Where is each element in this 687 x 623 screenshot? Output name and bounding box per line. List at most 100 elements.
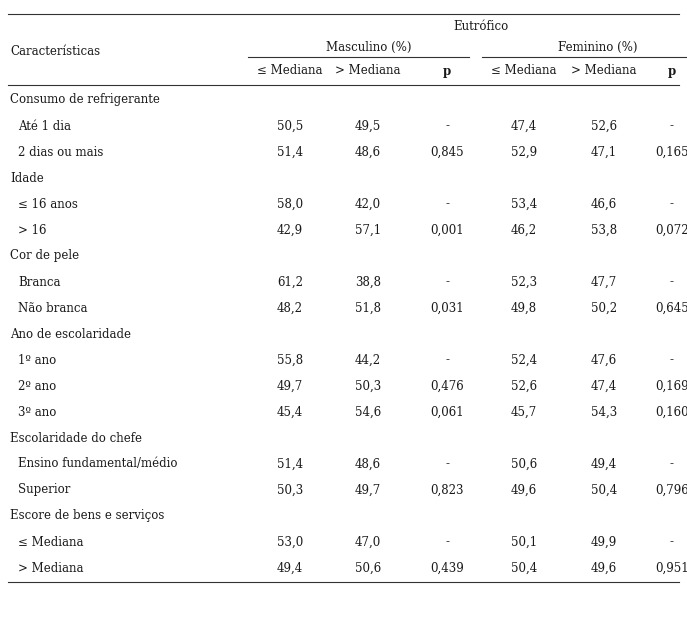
Text: -: - <box>670 275 674 288</box>
Text: 47,0: 47,0 <box>355 536 381 548</box>
Text: -: - <box>445 275 449 288</box>
Text: -: - <box>670 536 674 548</box>
Text: 49,8: 49,8 <box>511 302 537 315</box>
Text: > 16: > 16 <box>18 224 47 237</box>
Text: 0,165: 0,165 <box>655 146 687 158</box>
Text: Ensino fundamental/médio: Ensino fundamental/médio <box>18 457 177 470</box>
Text: 0,845: 0,845 <box>430 146 464 158</box>
Text: 53,4: 53,4 <box>511 197 537 211</box>
Text: Branca: Branca <box>18 275 60 288</box>
Text: 54,3: 54,3 <box>591 406 617 419</box>
Text: 1º ano: 1º ano <box>18 353 56 366</box>
Text: 51,4: 51,4 <box>277 457 303 470</box>
Text: -: - <box>445 197 449 211</box>
Text: Ano de escolaridade: Ano de escolaridade <box>10 328 131 341</box>
Text: 50,4: 50,4 <box>511 561 537 574</box>
Text: 49,7: 49,7 <box>277 379 303 392</box>
Text: 38,8: 38,8 <box>355 275 381 288</box>
Text: ≤ Mediana: ≤ Mediana <box>18 536 84 548</box>
Text: 47,4: 47,4 <box>591 379 617 392</box>
Text: 50,3: 50,3 <box>355 379 381 392</box>
Text: 0,476: 0,476 <box>430 379 464 392</box>
Text: Eutrófico: Eutrófico <box>453 21 508 34</box>
Text: 50,6: 50,6 <box>511 457 537 470</box>
Text: 0,645: 0,645 <box>655 302 687 315</box>
Text: 44,2: 44,2 <box>355 353 381 366</box>
Text: 54,6: 54,6 <box>355 406 381 419</box>
Text: 50,2: 50,2 <box>591 302 617 315</box>
Text: 0,160: 0,160 <box>655 406 687 419</box>
Text: 42,0: 42,0 <box>355 197 381 211</box>
Text: 49,4: 49,4 <box>591 457 617 470</box>
Text: 50,5: 50,5 <box>277 120 303 133</box>
Text: 49,6: 49,6 <box>511 483 537 497</box>
Text: 49,5: 49,5 <box>355 120 381 133</box>
Text: 52,6: 52,6 <box>591 120 617 133</box>
Text: > Mediana: > Mediana <box>335 65 401 77</box>
Text: Não branca: Não branca <box>18 302 87 315</box>
Text: 52,6: 52,6 <box>511 379 537 392</box>
Text: 2º ano: 2º ano <box>18 379 56 392</box>
Text: 45,4: 45,4 <box>277 406 303 419</box>
Text: -: - <box>445 536 449 548</box>
Text: Superior: Superior <box>18 483 70 497</box>
Text: 3º ano: 3º ano <box>18 406 56 419</box>
Text: 45,7: 45,7 <box>511 406 537 419</box>
Text: 0,031: 0,031 <box>430 302 464 315</box>
Text: 2 dias ou mais: 2 dias ou mais <box>18 146 103 158</box>
Text: ≤ Mediana: ≤ Mediana <box>491 65 556 77</box>
Text: 0,796: 0,796 <box>655 483 687 497</box>
Text: 51,8: 51,8 <box>355 302 381 315</box>
Text: 57,1: 57,1 <box>355 224 381 237</box>
Text: Cor de pele: Cor de pele <box>10 249 79 262</box>
Text: 49,7: 49,7 <box>355 483 381 497</box>
Text: > Mediana: > Mediana <box>18 561 84 574</box>
Text: 51,4: 51,4 <box>277 146 303 158</box>
Text: 47,7: 47,7 <box>591 275 617 288</box>
Text: 0,061: 0,061 <box>430 406 464 419</box>
Text: Até 1 dia: Até 1 dia <box>18 120 71 133</box>
Text: 52,4: 52,4 <box>511 353 537 366</box>
Text: 48,6: 48,6 <box>355 146 381 158</box>
Text: -: - <box>445 353 449 366</box>
Text: 47,6: 47,6 <box>591 353 617 366</box>
Text: 48,2: 48,2 <box>277 302 303 315</box>
Text: p: p <box>668 65 676 77</box>
Text: 53,0: 53,0 <box>277 536 303 548</box>
Text: 50,3: 50,3 <box>277 483 303 497</box>
Text: > Mediana: > Mediana <box>572 65 637 77</box>
Text: 49,4: 49,4 <box>277 561 303 574</box>
Text: 49,6: 49,6 <box>591 561 617 574</box>
Text: Escore de bens e serviços: Escore de bens e serviços <box>10 510 164 523</box>
Text: 42,9: 42,9 <box>277 224 303 237</box>
Text: 46,6: 46,6 <box>591 197 617 211</box>
Text: 48,6: 48,6 <box>355 457 381 470</box>
Text: 0,823: 0,823 <box>430 483 464 497</box>
Text: 46,2: 46,2 <box>511 224 537 237</box>
Text: 0,951: 0,951 <box>655 561 687 574</box>
Text: -: - <box>670 197 674 211</box>
Text: Masculino (%): Masculino (%) <box>326 40 412 54</box>
Text: -: - <box>445 120 449 133</box>
Text: 50,4: 50,4 <box>591 483 617 497</box>
Text: 55,8: 55,8 <box>277 353 303 366</box>
Text: Características: Características <box>10 45 100 58</box>
Text: Idade: Idade <box>10 171 44 184</box>
Text: 50,6: 50,6 <box>355 561 381 574</box>
Text: Escolaridade do chefe: Escolaridade do chefe <box>10 432 142 444</box>
Text: 0,169: 0,169 <box>655 379 687 392</box>
Text: 0,072: 0,072 <box>655 224 687 237</box>
Text: Consumo de refrigerante: Consumo de refrigerante <box>10 93 160 107</box>
Text: 47,4: 47,4 <box>511 120 537 133</box>
Text: 61,2: 61,2 <box>277 275 303 288</box>
Text: -: - <box>670 120 674 133</box>
Text: 0,439: 0,439 <box>430 561 464 574</box>
Text: -: - <box>445 457 449 470</box>
Text: p: p <box>443 65 451 77</box>
Text: 50,1: 50,1 <box>511 536 537 548</box>
Text: 0,001: 0,001 <box>430 224 464 237</box>
Text: 52,9: 52,9 <box>511 146 537 158</box>
Text: -: - <box>670 353 674 366</box>
Text: 52,3: 52,3 <box>511 275 537 288</box>
Text: Feminino (%): Feminino (%) <box>559 40 638 54</box>
